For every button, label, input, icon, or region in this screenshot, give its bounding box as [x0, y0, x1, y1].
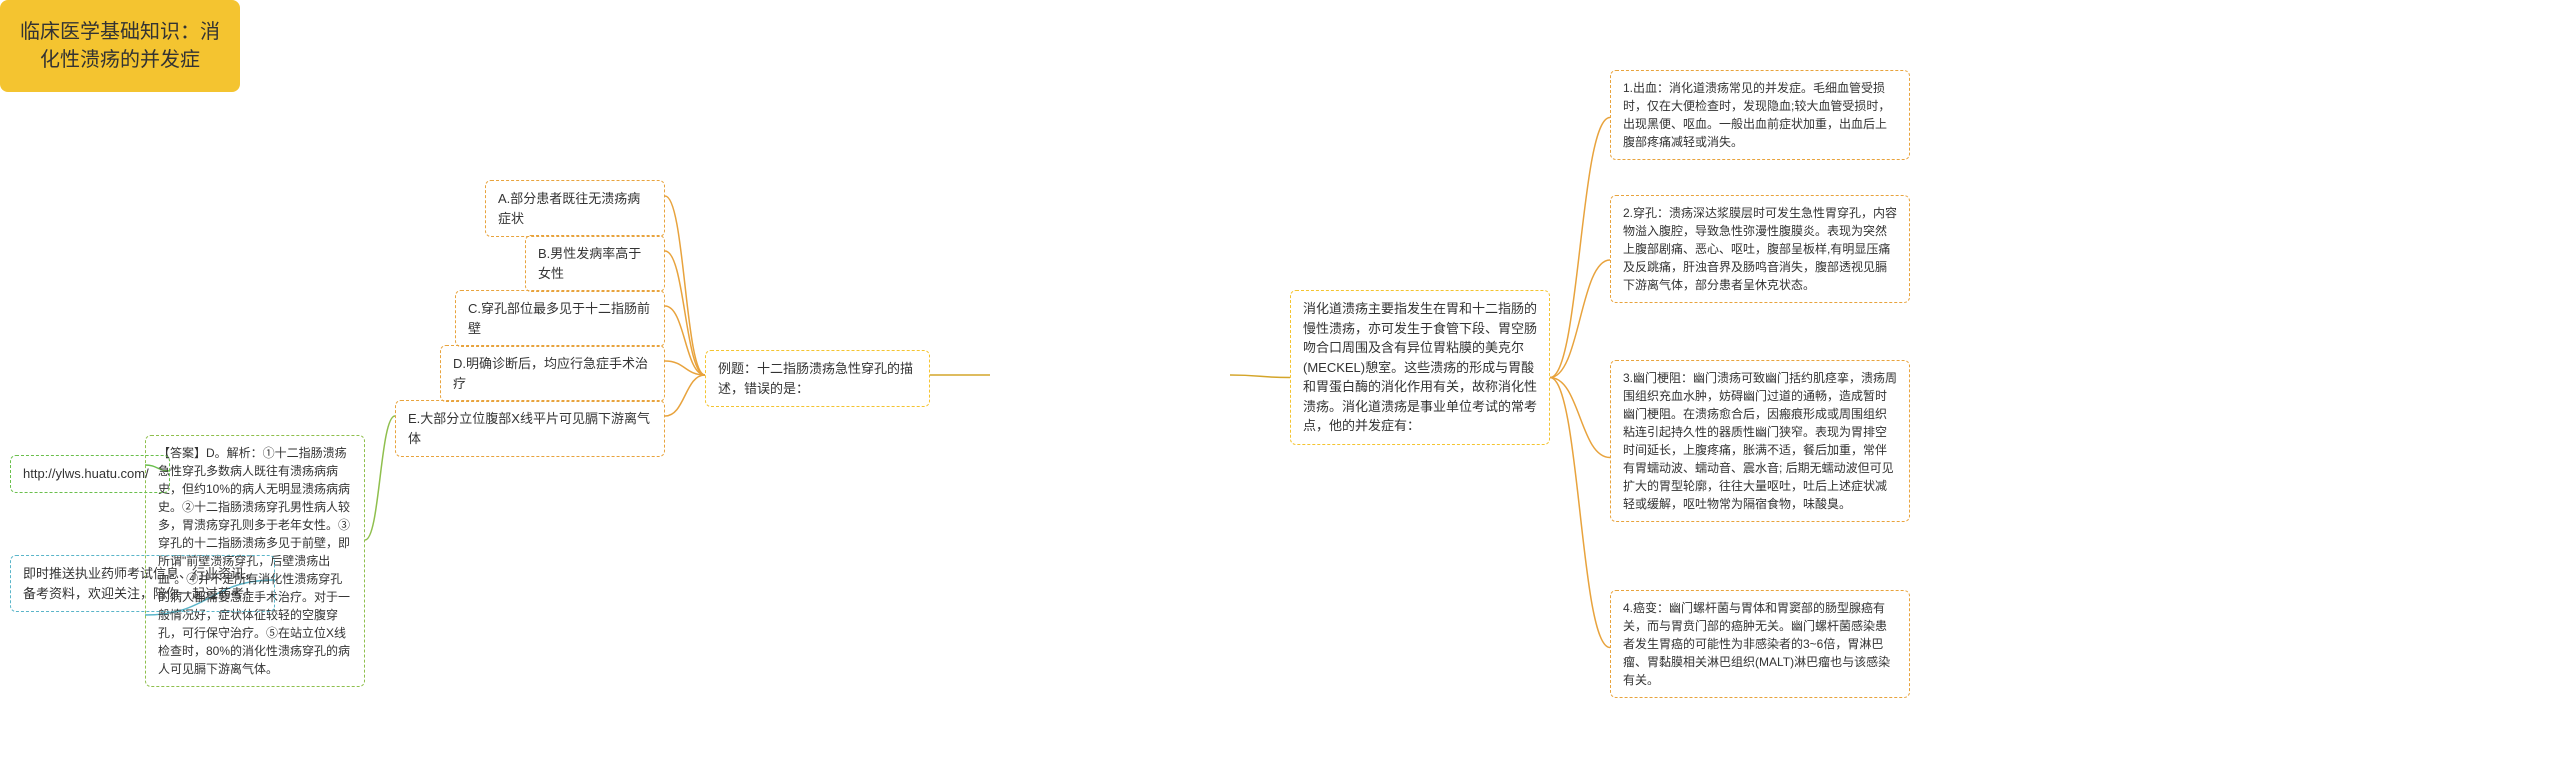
- option-a-text: A.部分患者既往无溃疡病症状: [498, 191, 640, 226]
- option-b-text: B.男性发病率高于女性: [538, 246, 641, 281]
- left-question-text: 例题：十二指肠溃疡急性穿孔的描述，错误的是：: [718, 361, 913, 396]
- footer-text: 即时推送执业药师考试信息、行业资讯，备考资料，欢迎关注，陪你一起过药考！: [23, 566, 257, 601]
- right-sub-1-text: 1.出血：消化道溃疡常见的并发症。毛细血管受损时，仅在大便检查时，发现隐血;较大…: [1623, 81, 1890, 149]
- option-e-text: E.大部分立位腹部X线平片可见膈下游离气体: [408, 411, 650, 446]
- right-sub-1: 1.出血：消化道溃疡常见的并发症。毛细血管受损时，仅在大便检查时，发现隐血;较大…: [1610, 70, 1910, 160]
- link-text: http://ylws.huatu.com/: [23, 466, 149, 481]
- option-d-text: D.明确诊断后，均应行急症手术治疗: [453, 356, 648, 391]
- footer-node: 即时推送执业药师考试信息、行业资讯，备考资料，欢迎关注，陪你一起过药考！: [10, 555, 275, 612]
- option-c: C.穿孔部位最多见于十二指肠前壁: [455, 290, 665, 347]
- right-sub-2-text: 2.穿孔：溃疡深达浆膜层时可发生急性胃穿孔，内容物溢入腹腔，导致急性弥漫性腹膜炎…: [1623, 206, 1897, 292]
- option-d: D.明确诊断后，均应行急症手术治疗: [440, 345, 665, 402]
- link-node: http://ylws.huatu.com/: [10, 455, 170, 493]
- right-sub-4: 4.癌变：幽门螺杆菌与胃体和胃窦部的肠型腺癌有关，而与胃贲门部的癌肿无关。幽门螺…: [1610, 590, 1910, 698]
- option-c-text: C.穿孔部位最多见于十二指肠前壁: [468, 301, 650, 336]
- option-b: B.男性发病率高于女性: [525, 235, 665, 292]
- center-label: 临床医学基础知识：消化性溃疡的并发症: [20, 21, 220, 71]
- option-e: E.大部分立位腹部X线平片可见膈下游离气体: [395, 400, 665, 457]
- right-main-node: 消化道溃疡主要指发生在胃和十二指肠的慢性溃疡，亦可发生于食管下段、胃空肠吻合口周…: [1290, 290, 1550, 445]
- left-question: 例题：十二指肠溃疡急性穿孔的描述，错误的是：: [705, 350, 930, 407]
- connectors: [0, 0, 2560, 762]
- center-topic: 临床医学基础知识：消化性溃疡的并发症: [0, 0, 240, 92]
- right-sub-3-text: 3.幽门梗阻：幽门溃疡可致幽门括约肌痉挛，溃疡周围组织充血水肿，妨碍幽门过道的通…: [1623, 371, 1897, 511]
- right-sub-3: 3.幽门梗阻：幽门溃疡可致幽门括约肌痉挛，溃疡周围组织充血水肿，妨碍幽门过道的通…: [1610, 360, 1910, 522]
- right-main-text: 消化道溃疡主要指发生在胃和十二指肠的慢性溃疡，亦可发生于食管下段、胃空肠吻合口周…: [1303, 301, 1537, 433]
- right-sub-4-text: 4.癌变：幽门螺杆菌与胃体和胃窦部的肠型腺癌有关，而与胃贲门部的癌肿无关。幽门螺…: [1623, 601, 1890, 687]
- option-a: A.部分患者既往无溃疡病症状: [485, 180, 665, 237]
- right-sub-2: 2.穿孔：溃疡深达浆膜层时可发生急性胃穿孔，内容物溢入腹腔，导致急性弥漫性腹膜炎…: [1610, 195, 1910, 303]
